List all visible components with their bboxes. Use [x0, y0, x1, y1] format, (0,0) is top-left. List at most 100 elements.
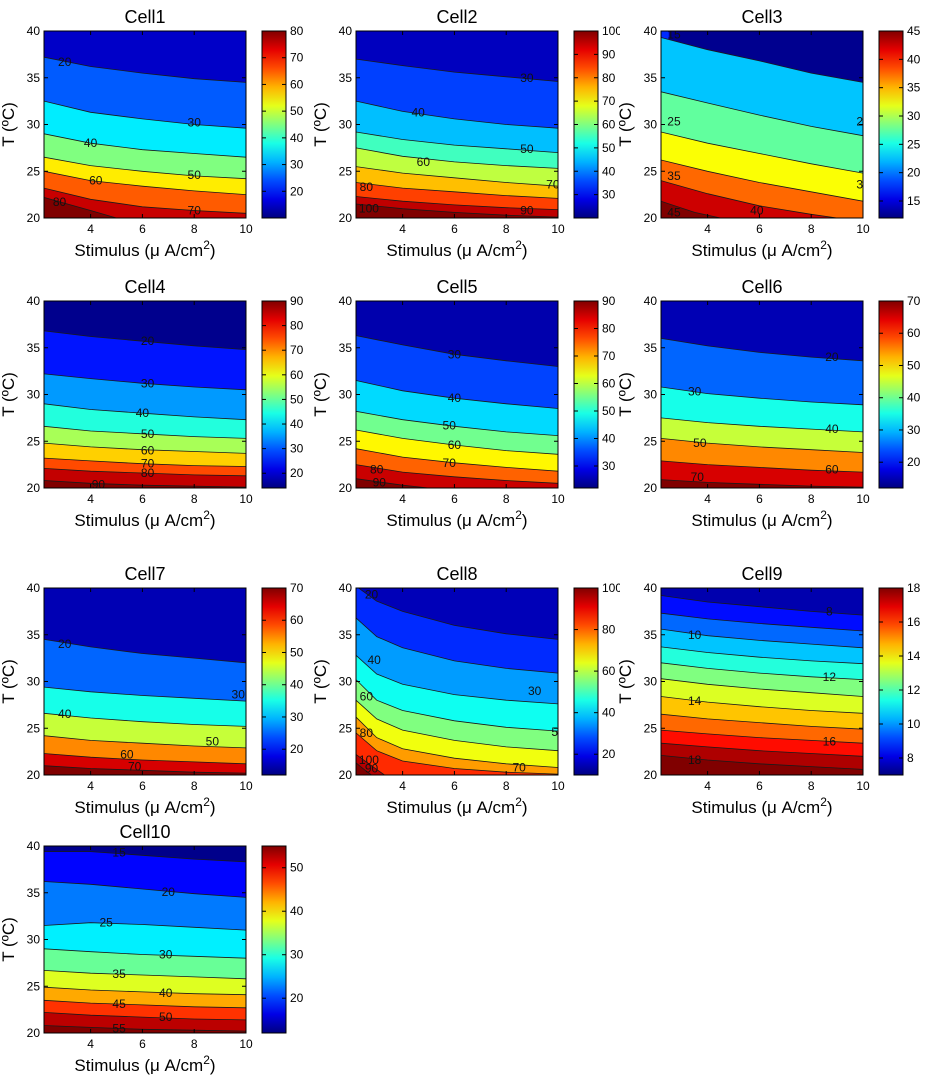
- colorbar-tick-label: 70: [602, 94, 616, 108]
- contour-band: [356, 762, 372, 775]
- y-axis-label: T (ºC): [312, 372, 330, 417]
- contour-line: [44, 442, 246, 454]
- colorbar: [878, 300, 904, 489]
- contour-label: 90: [373, 475, 387, 489]
- x-tick-label: 8: [191, 1037, 198, 1051]
- contour-line: [356, 380, 558, 409]
- x-tick-label: 10: [239, 1037, 253, 1051]
- contour-line: [661, 159, 863, 202]
- contour-line: [661, 612, 863, 632]
- contour-line: [44, 170, 246, 195]
- contour-line: [356, 196, 558, 210]
- contour-label: 50: [443, 418, 457, 432]
- colorbar: [261, 30, 287, 219]
- x-tick-label: 6: [756, 779, 763, 793]
- x-tick-label: 6: [139, 492, 146, 506]
- contour-line: [44, 922, 246, 931]
- x-axis-label: Stimulus (μ A/cm2): [74, 1053, 215, 1075]
- x-tick-label: 4: [399, 492, 406, 506]
- x-tick-label: 4: [87, 222, 94, 236]
- colorbar-tick-label: 60: [602, 118, 616, 132]
- colorbar-tick-label: 30: [907, 423, 921, 437]
- y-tick-label: 25: [27, 434, 41, 448]
- x-tick-label: 6: [756, 222, 763, 236]
- colorbar-tick-label: 8: [907, 751, 914, 765]
- contour-line: [356, 655, 558, 705]
- contour-line: [356, 617, 558, 674]
- contour-label: 25: [99, 916, 113, 930]
- contour-line: [44, 156, 246, 180]
- x-tick-label: 10: [239, 492, 253, 506]
- contour-line: [661, 713, 863, 730]
- contour-label: 30: [528, 684, 542, 698]
- x-tick-label: 6: [451, 779, 458, 793]
- contour-band: [356, 732, 558, 775]
- contour-label: 45: [667, 205, 681, 219]
- contour-label: 35: [667, 169, 681, 183]
- contour-label: 20: [162, 885, 176, 899]
- chart-cell6: Cell6 20 30 40 50 60 70 4 6 8 10 20 25 30 35 40 Stimulus…: [616, 277, 921, 530]
- contour-label: 70: [443, 456, 457, 470]
- contour-line: [44, 403, 246, 421]
- y-tick-label: 20: [644, 768, 658, 782]
- panel-cell3: Cell3 15 20 25 30 35 40 45 4 6 8 10 20 25 30 35 40 Stimul…: [616, 0, 925, 262]
- y-tick-label: 20: [27, 768, 41, 782]
- contour-band: [44, 480, 246, 488]
- x-tick-label: 6: [451, 492, 458, 506]
- panel-cell4: Cell4 20 30 40 50 60 70 80 90 4 6 8 10 20 25 30 35 40 Stim…: [0, 270, 310, 532]
- colorbar-tick-label: 50: [290, 392, 304, 406]
- contour-label: 60: [141, 444, 155, 458]
- contour-line: [44, 712, 246, 727]
- contour-label: 60: [89, 174, 103, 188]
- colorbar-tick-label: 70: [602, 349, 616, 363]
- chart-cell1: Cell1 20 30 40 50 60 70 80 4 6 8 10 20 25 30 35 40 Stimul…: [0, 7, 304, 260]
- x-tick-label: 6: [139, 222, 146, 236]
- contour-label: 70: [512, 761, 526, 775]
- contour-label: 50: [520, 142, 534, 156]
- x-tick-label: 8: [503, 779, 510, 793]
- contour-line: [661, 460, 863, 473]
- x-tick-label: 4: [399, 222, 406, 236]
- y-tick-label: 25: [644, 434, 658, 448]
- y-tick-label: 30: [339, 388, 353, 402]
- colorbar-tick-label: 80: [602, 322, 616, 336]
- contour-band: [661, 180, 838, 218]
- x-axis-label: Stimulus (μ A/cm2): [691, 508, 832, 530]
- chart-title: Cell3: [741, 7, 782, 27]
- contour-label: 40: [750, 204, 764, 218]
- panel-cell10: Cell10 15 20 25 30 35 40 45 50 55 4 6 8 10 20 25 30 35 40 S…: [0, 815, 310, 1077]
- contour-line: [44, 133, 246, 158]
- contour-line: [356, 754, 385, 775]
- colorbar-tick-label: 40: [290, 678, 304, 692]
- contour-band: [44, 765, 246, 775]
- y-tick-label: 30: [27, 933, 41, 947]
- x-tick-label: 4: [704, 222, 711, 236]
- y-tick-label: 30: [27, 118, 41, 132]
- x-tick-label: 6: [451, 222, 458, 236]
- chart-title: Cell1: [124, 7, 165, 27]
- colorbar-tick-label: 60: [602, 377, 616, 391]
- contour-line: [661, 646, 863, 665]
- y-tick-label: 20: [644, 481, 658, 495]
- panel-cell8: Cell8 20 30 40 50 60 70 80 90 100 4 6 8 10 20 25 30 35 40 S…: [311, 557, 622, 819]
- contour-label: 30: [448, 347, 462, 361]
- colorbar-tick-label: 20: [290, 742, 304, 756]
- y-tick-label: 40: [644, 24, 658, 38]
- contour-label: 40: [58, 707, 72, 721]
- contour-line: [356, 335, 558, 367]
- x-tick-label: 6: [139, 1037, 146, 1051]
- contour-line: [356, 203, 558, 218]
- contour-label: 40: [159, 986, 173, 1000]
- contour-line: [356, 679, 558, 732]
- contour-label: 80: [360, 726, 374, 740]
- y-tick-label: 40: [339, 294, 353, 308]
- colorbar-tick-label: 20: [290, 466, 304, 480]
- contour-label: 12: [823, 670, 837, 684]
- x-tick-label: 8: [191, 222, 198, 236]
- contour-line: [44, 197, 117, 218]
- contour-label: 90: [92, 477, 106, 491]
- contour-label: 35: [112, 967, 126, 981]
- contour-line: [44, 753, 246, 765]
- y-axis-label: T (ºC): [0, 917, 18, 962]
- contour-label: 10: [688, 628, 702, 642]
